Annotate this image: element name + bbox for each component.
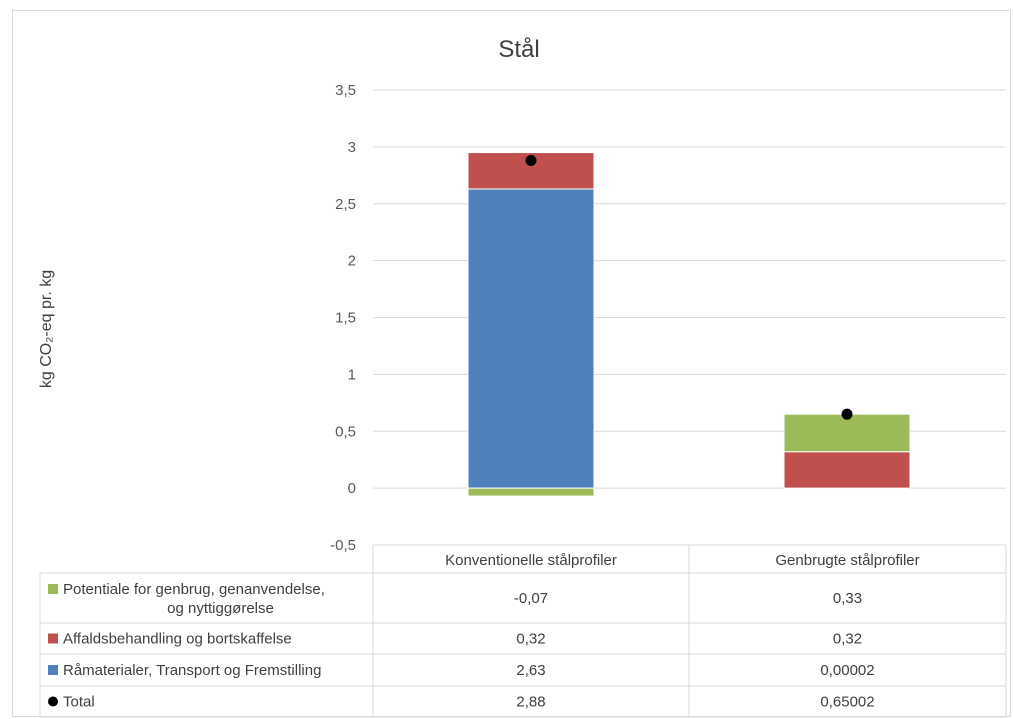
bar-segment: [783, 451, 911, 489]
y-tick-label: 0,5: [335, 423, 356, 440]
table-cell: 0,32: [516, 631, 545, 648]
legend-label: Affaldsbehandling og bortskaffelse: [63, 631, 292, 648]
table-cell: 2,88: [516, 694, 545, 711]
legend-label: og nyttiggørelse: [167, 600, 274, 617]
table-header: Genbrugte stålprofiler: [775, 552, 919, 569]
legend-swatch: [48, 665, 58, 675]
data-table: Konventionelle stålprofiler Genbrugte stå…: [39, 544, 1007, 718]
legend-swatch: [48, 584, 58, 594]
chart: Stål kg CO₂-eq pr. kg -0,5 0 0,5 1 1,5 2 2,5 3 3…: [38, 36, 1007, 718]
chart-title: Stål: [498, 36, 539, 63]
y-tick-label: 1,5: [335, 310, 356, 327]
legend-marker: [48, 696, 58, 707]
y-tick-label: 2: [348, 253, 356, 270]
y-tick-label: 2,5: [335, 196, 356, 213]
table-header: Konventionelle stålprofiler: [445, 552, 617, 569]
table-cell: -0,07: [514, 590, 548, 607]
y-tick-label: 3,5: [335, 82, 356, 99]
bar-segment: [783, 413, 911, 453]
y-tick-label: 3: [348, 139, 356, 156]
bar-segment: [467, 487, 595, 497]
total-markers: [525, 155, 853, 420]
bar-segment: [467, 188, 595, 489]
y-tick-labels: -0,5 0 0,5 1 1,5 2 2,5 3 3,5: [330, 82, 356, 554]
table-cell: 0,32: [833, 631, 862, 648]
legend-label: Potentiale for genbrug, genanvendelse,: [63, 581, 325, 598]
y-axis-label: kg CO₂-eq pr. kg: [38, 270, 55, 388]
y-tick-label: -0,5: [330, 537, 356, 554]
total-marker: [841, 408, 853, 420]
table-cell: 0,00002: [820, 662, 874, 679]
table-cell: 2,63: [516, 662, 545, 679]
legend-label: Råmaterialer, Transport og Fremstilling: [63, 662, 321, 679]
table-cell: 0,33: [833, 590, 862, 607]
chart-frame: Stål kg CO₂-eq pr. kg -0,5 0 0,5 1 1,5 2 2,5 3 3…: [12, 10, 1011, 718]
total-marker: [525, 155, 537, 167]
y-tick-label: 1: [348, 366, 356, 383]
y-tick-label: 0: [348, 480, 356, 497]
legend-swatch: [48, 633, 58, 644]
table-cell: 0,65002: [820, 694, 874, 711]
legend-label: Total: [63, 694, 95, 711]
